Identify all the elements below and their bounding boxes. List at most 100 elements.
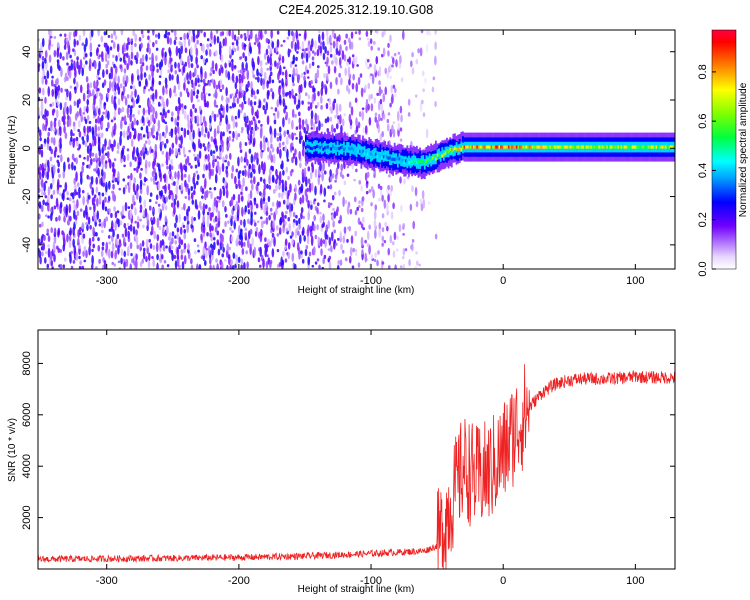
snr-x-ticks: -300 -200 -100 0 100 [96,330,645,587]
noise-cell [231,230,234,233]
noise-cell [94,153,98,161]
noise-cell [60,87,63,93]
noise-cell [98,132,101,138]
noise-cell [53,227,57,236]
track-core-cell [488,145,491,149]
noise-cell [92,62,95,67]
noise-cell [116,150,120,154]
noise-cell [79,175,83,186]
noise-cell [174,70,178,75]
noise-cell [316,114,320,123]
noise-cell [215,258,218,263]
noise-cell [262,258,265,269]
noise-cell [132,146,136,155]
noise-cell [219,144,222,152]
track-core-cell [544,145,547,149]
noise-cell [198,105,202,112]
noise-cell [216,124,220,135]
noise-cell [38,63,41,68]
noise-cell [50,194,53,200]
noise-cell [98,107,101,116]
noise-cell [79,171,83,179]
noise-cell [196,263,199,269]
noise-cell [86,82,90,92]
track-core-cell [376,154,379,159]
noise-cell [240,228,243,233]
noise-cell [366,59,370,63]
noise-cell [89,51,93,57]
noise-cell [108,180,111,190]
noise-cell [192,82,196,92]
track-core-cell [347,146,350,150]
noise-cell [236,36,240,41]
noise-cell [399,127,403,132]
noise-cell [215,223,219,230]
track-core-cell [584,145,586,149]
noise-cell [275,178,278,185]
track-core-cell [520,145,523,149]
noise-cell [335,103,339,114]
noise-cell [59,248,62,253]
noise-cell [78,120,81,128]
noise-cell [43,192,46,196]
noise-cell [292,67,296,78]
noise-cell [369,38,373,45]
noise-cell [294,64,298,67]
noise-cell [73,38,77,48]
noise-cell [170,249,174,255]
noise-cell [149,243,153,249]
noise-cell [283,107,286,114]
track-core-cell [409,161,412,165]
noise-cell [335,167,339,177]
noise-cell [334,179,337,183]
noise-cell [310,162,314,168]
noise-cell [154,33,158,38]
noise-cell [88,142,92,147]
noise-cell [44,195,48,199]
noise-cell [346,60,349,67]
noise-cell [261,220,264,229]
noise-cell [206,38,210,42]
noise-cell [414,265,417,269]
noise-cell [170,165,174,170]
noise-cell [421,190,425,200]
noise-cell [198,200,202,209]
noise-cell [234,203,237,211]
noise-cell [421,99,424,105]
noise-cell [247,80,250,88]
noise-cell [44,108,47,118]
noise-cell [186,114,190,122]
noise-cell [174,61,177,69]
noise-cell [139,172,142,180]
noise-cell [66,76,69,82]
noise-cell [376,259,379,267]
noise-cell [225,102,229,113]
noise-cell [107,234,111,239]
noise-cell [208,93,211,97]
track-core-cell [637,145,640,149]
noise-cell [329,169,332,177]
colorbar-tick-label-4: 0.8 [697,64,709,79]
track-core-cell [645,145,648,149]
noise-cell [154,234,157,238]
noise-cell [276,99,280,108]
noise-cell [387,193,390,203]
track-core-cell [427,157,429,162]
noise-cell [190,63,194,69]
noise-cell [240,191,243,196]
track-core-cell [319,146,322,150]
noise-cell [187,120,190,130]
noise-cell [40,101,44,112]
noise-cell [345,33,348,39]
noise-cell [345,45,348,51]
noise-cell [278,54,282,59]
noise-cell [190,216,194,226]
noise-cell [238,170,242,174]
noise-cell [206,217,210,228]
noise-cell [384,67,388,75]
noise-cell [53,253,56,263]
noise-cell [120,257,123,265]
noise-cell [358,37,362,41]
noise-cell [374,252,377,258]
noise-cell [263,141,266,152]
